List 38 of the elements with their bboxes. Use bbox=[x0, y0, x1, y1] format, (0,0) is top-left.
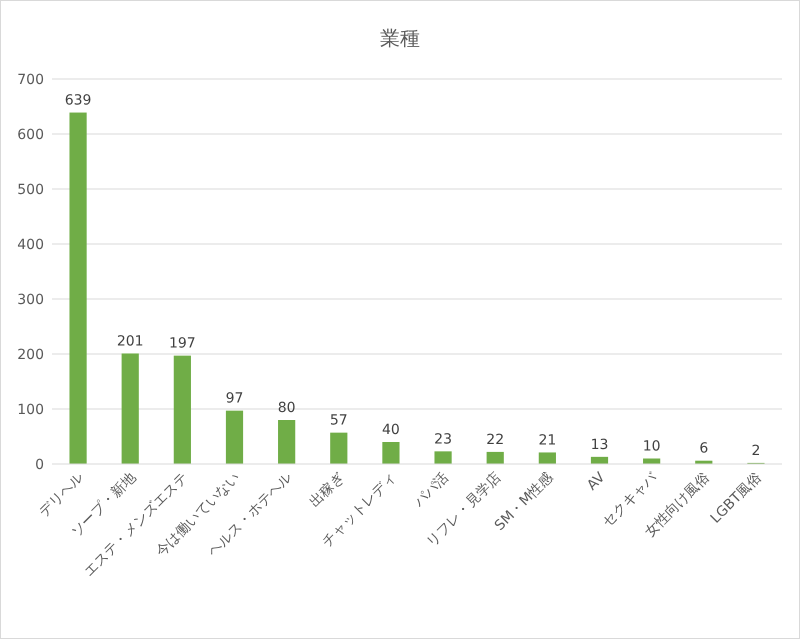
data-label: 197 bbox=[168, 336, 196, 352]
y-tick-label: 300 bbox=[17, 292, 44, 308]
data-label: 639 bbox=[64, 92, 92, 109]
bar bbox=[434, 451, 452, 464]
y-tick-label: 600 bbox=[17, 127, 44, 143]
bar bbox=[695, 460, 712, 464]
data-label: 201 bbox=[116, 333, 144, 350]
data-label: 97 bbox=[226, 390, 244, 407]
data-label: 22 bbox=[486, 432, 504, 448]
bar bbox=[590, 456, 608, 464]
data-label: 40 bbox=[382, 422, 400, 438]
bar bbox=[278, 420, 296, 464]
data-label: 13 bbox=[590, 436, 608, 453]
y-tick-label: 200 bbox=[17, 347, 44, 363]
bar bbox=[330, 432, 348, 464]
y-tick-label: 100 bbox=[17, 402, 44, 418]
y-tick-label: 500 bbox=[17, 182, 44, 198]
bar bbox=[226, 410, 244, 464]
data-label: 2 bbox=[751, 442, 760, 459]
y-tick-label: 400 bbox=[17, 237, 44, 253]
y-tick-label: 700 bbox=[17, 72, 44, 88]
data-label: 10 bbox=[642, 438, 661, 454]
bar bbox=[69, 112, 87, 464]
bar bbox=[643, 458, 660, 464]
data-label: 80 bbox=[278, 400, 296, 416]
chart-title: 業種 bbox=[380, 26, 420, 50]
bar bbox=[122, 353, 139, 464]
data-label: 6 bbox=[699, 440, 708, 457]
data-label: 57 bbox=[330, 412, 348, 429]
data-label: 21 bbox=[538, 432, 556, 448]
bar bbox=[174, 356, 191, 464]
bar bbox=[486, 452, 504, 464]
bar bbox=[382, 442, 400, 464]
x-tick-label: 出稼ぎ bbox=[306, 470, 348, 511]
bar bbox=[538, 452, 556, 464]
x-tick-label: パパ活 bbox=[410, 470, 452, 512]
x-tick-label: AV bbox=[584, 469, 609, 494]
data-label: 23 bbox=[434, 431, 452, 448]
